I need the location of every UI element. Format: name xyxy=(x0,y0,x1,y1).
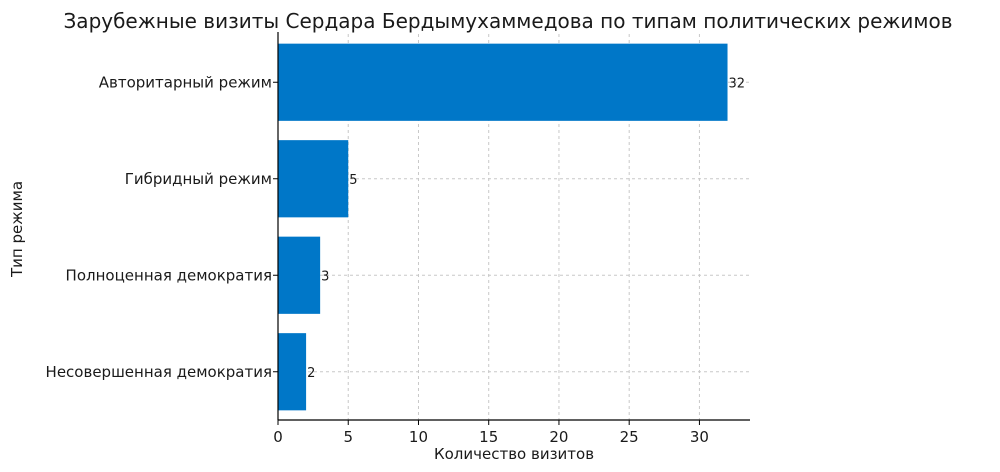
spines-layer xyxy=(277,32,750,421)
bar-2 xyxy=(278,236,321,314)
data-label-1: 5 xyxy=(349,173,357,188)
x-tick-label-1: 5 xyxy=(343,428,353,446)
x-tick-label-2: 10 xyxy=(409,428,428,446)
x-axis-label: Количество визитов xyxy=(434,445,594,463)
bar-1 xyxy=(278,140,349,218)
y-tick-label-2: Полноценная демократия xyxy=(66,266,272,284)
x-tick-label-6: 30 xyxy=(690,428,709,446)
data-label-0: 32 xyxy=(729,76,746,91)
y-tick-label-3: Несовершенная демократия xyxy=(46,363,272,381)
chart-title: Зарубежные визиты Сердара Бердымухаммедо… xyxy=(63,9,952,33)
data-label-3: 2 xyxy=(307,366,315,381)
data-label-2: 3 xyxy=(321,269,329,284)
y-tick-label-1: Гибридный режим xyxy=(125,170,272,188)
x-tick-label-4: 20 xyxy=(549,428,568,446)
bar-0 xyxy=(278,43,728,121)
y-tick-label-0: Авторитарный режим xyxy=(99,73,272,91)
x-tick-label-0: 0 xyxy=(273,428,283,446)
x-tick-label-3: 15 xyxy=(479,428,498,446)
bar-3 xyxy=(278,333,307,411)
y-axis-label: Тип режима xyxy=(8,181,26,278)
x-tick-label-5: 25 xyxy=(620,428,639,446)
